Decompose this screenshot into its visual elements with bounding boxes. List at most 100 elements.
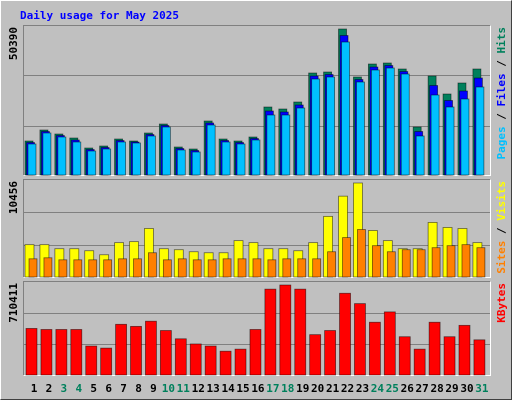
x-tick-label: 13 bbox=[207, 382, 220, 395]
plot-edge-dark bbox=[23, 25, 491, 176]
bar bbox=[102, 148, 112, 176]
x-tick-label: 28 bbox=[430, 382, 443, 395]
x-tick-label: 10 bbox=[162, 382, 175, 395]
plot-edge-light bbox=[23, 25, 491, 176]
x-tick-label: 8 bbox=[135, 382, 142, 395]
x-tick-label: 18 bbox=[281, 382, 294, 395]
bar bbox=[370, 69, 380, 176]
bar bbox=[428, 321, 441, 376]
bar bbox=[400, 73, 410, 176]
bar bbox=[88, 259, 98, 278]
x-tick-label: 14 bbox=[221, 382, 235, 395]
bar bbox=[234, 348, 247, 376]
bar bbox=[371, 245, 381, 278]
bar bbox=[416, 249, 426, 278]
bar bbox=[174, 338, 187, 376]
bar bbox=[207, 259, 217, 278]
bar bbox=[326, 76, 336, 176]
bar bbox=[161, 126, 171, 176]
bar bbox=[221, 141, 231, 176]
bar bbox=[266, 114, 276, 176]
legend-separator: / bbox=[495, 107, 508, 127]
bar bbox=[398, 336, 411, 376]
bar bbox=[40, 329, 53, 376]
x-tick-label: 20 bbox=[311, 382, 324, 395]
bar bbox=[324, 330, 337, 376]
bar bbox=[147, 135, 156, 176]
bar bbox=[70, 329, 83, 376]
bar bbox=[133, 258, 142, 278]
bar bbox=[383, 311, 396, 376]
legend-entry: Visits bbox=[495, 181, 508, 221]
x-tick-label: 27 bbox=[416, 382, 429, 395]
bar bbox=[28, 258, 38, 278]
legend-separator: / bbox=[495, 221, 508, 241]
x-tick-label: 7 bbox=[120, 382, 127, 395]
x-tick-label: 9 bbox=[150, 382, 157, 395]
x-tick-label: 29 bbox=[445, 382, 458, 395]
bar bbox=[252, 258, 262, 278]
bar bbox=[58, 259, 68, 278]
bar bbox=[415, 135, 425, 176]
x-tick-label: 23 bbox=[356, 382, 369, 395]
bar bbox=[57, 136, 67, 176]
bar bbox=[341, 41, 350, 176]
bar bbox=[118, 258, 127, 278]
bar bbox=[117, 141, 126, 176]
bar bbox=[115, 323, 127, 376]
bar bbox=[236, 143, 246, 176]
bar bbox=[356, 81, 365, 176]
x-tick-label: 21 bbox=[326, 382, 340, 395]
bar bbox=[132, 142, 141, 176]
bar bbox=[72, 141, 82, 176]
x-tick-label: 12 bbox=[192, 382, 205, 395]
bar bbox=[445, 106, 455, 176]
legend-entry: Files bbox=[495, 73, 508, 106]
bar bbox=[385, 67, 395, 176]
x-tick-label: 11 bbox=[177, 382, 191, 395]
bar bbox=[177, 258, 187, 278]
bar bbox=[401, 249, 411, 278]
bar bbox=[25, 328, 38, 376]
bar bbox=[42, 132, 52, 176]
x-tick-label: 5 bbox=[90, 382, 97, 395]
bar bbox=[264, 288, 277, 376]
x-tick-label: 17 bbox=[266, 382, 279, 395]
bar bbox=[130, 325, 142, 376]
bar bbox=[103, 259, 113, 278]
bar bbox=[191, 151, 201, 176]
bar bbox=[55, 329, 68, 376]
bar bbox=[282, 258, 292, 278]
bar bbox=[461, 244, 471, 278]
bar bbox=[281, 114, 291, 176]
x-tick-label: 2 bbox=[46, 382, 53, 395]
legend: Sites / Visits bbox=[495, 181, 508, 274]
x-tick-label: 6 bbox=[105, 382, 112, 395]
legend-separator: / bbox=[495, 54, 508, 74]
x-tick-label: 19 bbox=[296, 382, 309, 395]
bar bbox=[311, 78, 321, 176]
y-max-label: 10456 bbox=[7, 181, 20, 214]
bar bbox=[475, 86, 485, 176]
bar bbox=[249, 329, 262, 376]
bar bbox=[430, 94, 440, 176]
bar bbox=[222, 258, 232, 278]
bar bbox=[159, 330, 172, 376]
x-tick-label: 1 bbox=[31, 382, 38, 395]
bar bbox=[204, 345, 217, 376]
bar bbox=[342, 237, 351, 278]
legend: KBytes bbox=[495, 283, 508, 323]
x-tick-label: 15 bbox=[236, 382, 249, 395]
legend: Pages / Files / Hits bbox=[495, 27, 508, 160]
bar bbox=[219, 350, 232, 376]
x-tick-label: 16 bbox=[251, 382, 265, 395]
bar bbox=[386, 251, 396, 278]
bar bbox=[176, 149, 186, 176]
bar bbox=[297, 258, 307, 278]
bar bbox=[148, 252, 157, 278]
bar bbox=[267, 259, 277, 278]
bar bbox=[443, 336, 456, 376]
